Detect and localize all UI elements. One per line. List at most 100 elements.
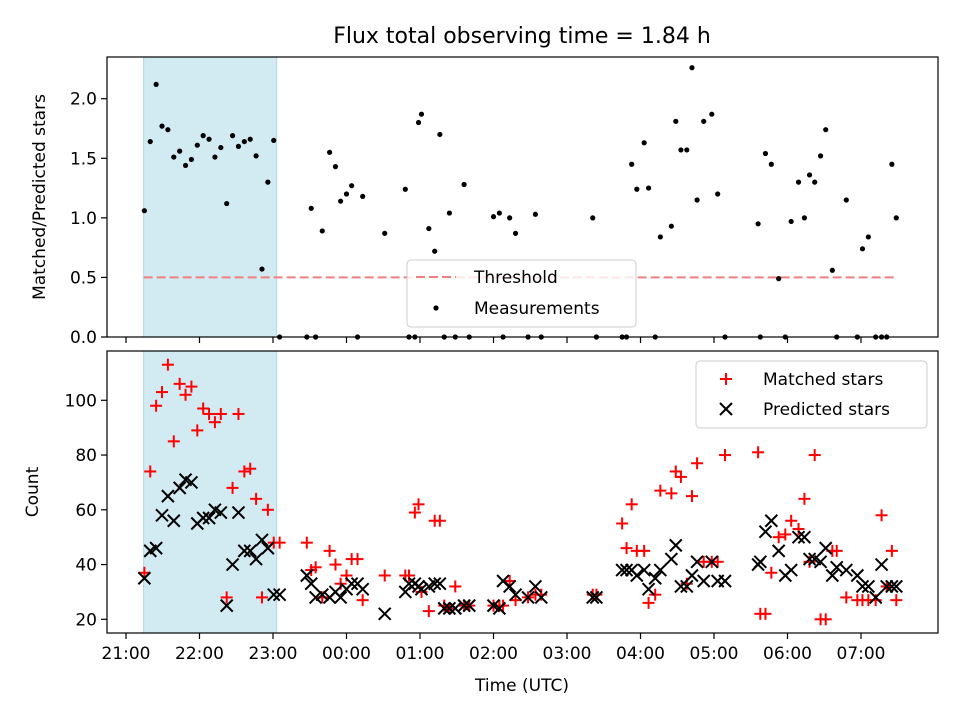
count-y-tick-label: 80 [75,446,97,466]
matched-star-point [792,522,805,535]
predicted-star-point [885,579,899,594]
predicted-star-point [414,582,429,596]
ratio-y-axis-label: Matched/Predicted stars [30,94,50,300]
predicted-star-point [589,590,604,605]
ratio-y-tick-label: 0.0 [70,328,97,348]
predicted-star-point [690,555,704,569]
predicted-star-point [427,577,442,591]
predicted-star-point [615,563,629,577]
matched-star-point [273,536,286,549]
matched-star-point [759,607,772,620]
matched-star-point [840,591,853,604]
chart-title: Flux total observing time = 1.84 h [333,24,711,49]
measurement-point [200,133,206,139]
measurement-point [241,138,247,145]
measurement-point [694,197,700,203]
predicted-star-point [214,505,228,520]
matched-star-point [167,435,180,448]
measurement-point [188,156,195,163]
measurement-point [843,197,849,203]
ratio-legend: Threshold Measurements [406,259,637,328]
predicted-star-point [771,544,786,558]
measurement-point [177,148,183,154]
measurement-point [171,154,177,160]
matched-star-point [711,555,724,568]
predicted-star-point [219,598,234,613]
count-y-tick-label: 60 [75,501,97,521]
x-tick-label: 07:00 [837,644,886,664]
ratio-panel: 0.00.51.01.52.0 Matched/Predicted stars … [30,56,939,348]
predicted-star-point [784,563,798,577]
matched-star-point [144,465,157,478]
count-legend: Matched stars Predicted stars [695,360,928,429]
matched-star-point [669,465,682,478]
matched-star-point [329,558,342,571]
measurement-point [206,136,212,142]
legend-predicted-label: Predicted stars [763,400,890,420]
predicted-star-point [161,489,175,503]
count-panel: 20 40 60 80 100 21:00 22:00 23:00 00:00 01:00 02:… [23,350,939,696]
predicted-star-point [758,524,773,539]
matched-star-point [691,457,704,470]
predicted-star-point [528,579,543,594]
predicted-star-point [237,544,252,558]
x-tick-label: 03:00 [543,644,592,664]
x-tick-label: 02:00 [469,644,518,664]
count-legend-box [695,360,928,429]
predicted-star-point [344,577,359,591]
predicted-star-point [155,508,169,522]
measurement-point [326,149,333,155]
predicted-star-point [880,579,894,594]
measurement-point [668,223,674,229]
predicted-star-point [378,607,392,621]
matched-star-point [449,580,462,593]
measurement-point [360,193,366,200]
predicted-star-point [355,582,370,596]
measurement-point [889,161,895,167]
predicted-star-point [300,568,314,583]
matched-star-point [412,498,425,511]
predicted-star-point [889,579,903,594]
matched-star-point [138,566,151,579]
matched-star-point [232,407,245,420]
observing-window-shade [143,350,278,634]
predicted-star-point [202,511,216,525]
measurement-point [141,208,147,214]
count-y-tick-label: 100 [65,391,97,411]
matched-star-point [185,380,198,393]
matched-star-point [378,569,391,582]
predicted-star-point [648,571,662,585]
matched-star-point [214,407,227,420]
measurement-point [512,230,519,236]
measurement-point [893,215,899,221]
x-tick-label: 21:00 [102,644,151,664]
measurement-point [461,181,467,188]
measurement-point [865,234,871,240]
measurement-point [684,147,690,153]
x-tick-label: 05:00 [690,644,739,664]
predicted-star-point [433,577,447,591]
measurement-point [689,65,695,71]
measurement-point [806,172,813,178]
measurement-point [382,230,388,236]
measurement-point [768,161,774,167]
measurement-point [490,214,497,220]
measurement-point [349,183,355,189]
matched-star-point [765,566,778,579]
predicted-star-point [261,541,275,555]
ratio-legend-box [406,259,637,328]
matched-star-point [261,503,274,516]
matched-star-point [509,594,522,607]
matched-star-point [250,492,263,505]
matched-star-point [649,588,662,601]
measurement-point [212,154,218,160]
matched-star-point [422,605,435,618]
matched-star-point [654,484,667,497]
matched-star-point [179,388,192,401]
measurement-point [678,147,684,153]
predicted-star-point [172,481,187,495]
ratio-y-tick-label: 0.5 [70,268,97,288]
matched-star-point [674,470,687,483]
matched-star-point [402,569,415,582]
